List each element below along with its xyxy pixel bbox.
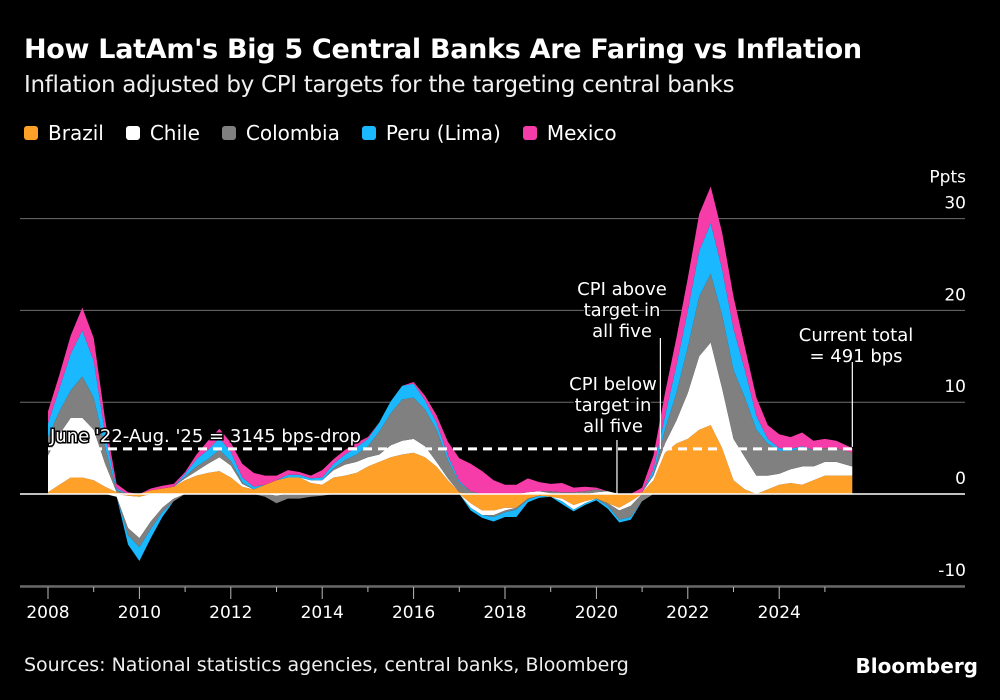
legend-swatch <box>24 126 38 140</box>
annotation-text: all five <box>583 416 643 437</box>
annotation-text: CPI below <box>569 374 657 395</box>
x-tick-label: 2020 <box>575 603 618 623</box>
y-unit-label: Ppts <box>929 168 966 188</box>
chart-subtitle: Inflation adjusted by CPI targets for th… <box>24 72 735 98</box>
legend-item-colombia: Colombia <box>221 121 340 145</box>
x-tick-label: 2010 <box>118 603 161 623</box>
legend-item-peru-lima: Peru (Lima) <box>361 121 501 145</box>
legend-swatch <box>361 126 376 140</box>
reference-line-label: June '22-Aug. '25 = 3145 bps-drop <box>49 426 361 447</box>
x-tick-label: 2024 <box>758 603 801 623</box>
legend: Brazil Chile Colombia Peru (Lima) Mexico <box>24 121 639 145</box>
y-tick-label: 20 <box>944 285 966 305</box>
legend-label: Mexico <box>546 121 617 145</box>
legend-item-mexico: Mexico <box>522 121 617 145</box>
y-tick-label: 30 <box>944 194 966 214</box>
source-note: Sources: National statistics agencies, c… <box>24 654 629 676</box>
area-brazil-negative <box>48 494 853 511</box>
legend-item-chile: Chile <box>125 121 200 145</box>
y-tick-label: -10 <box>938 561 966 581</box>
legend-label: Peru (Lima) <box>385 121 501 145</box>
y-tick-label: 10 <box>944 377 966 397</box>
annotation-text: all five <box>592 321 652 342</box>
annotation-text: Current total <box>799 325 914 346</box>
annotation-text: target in <box>584 300 661 321</box>
legend-swatch <box>125 126 140 140</box>
annotation-text: = 491 bps <box>809 346 902 367</box>
area-chile-positive <box>48 342 853 494</box>
annotation-text: target in <box>575 395 652 416</box>
area-colombia-positive <box>48 273 853 494</box>
legend-swatch <box>522 126 537 140</box>
legend-item-brazil: Brazil <box>24 121 104 145</box>
area-brazil-positive <box>48 425 853 494</box>
legend-label: Brazil <box>48 121 104 145</box>
legend-label: Colombia <box>245 121 340 145</box>
x-tick-label: 2014 <box>301 603 344 623</box>
legend-label: Chile <box>149 121 200 145</box>
x-tick-label: 2018 <box>483 603 526 623</box>
x-tick-label: 2012 <box>209 603 252 623</box>
x-tick-label: 2022 <box>666 603 709 623</box>
annotation-text: CPI above <box>577 279 667 300</box>
area-chile-negative <box>48 494 853 539</box>
chart-title: How LatAm's Big 5 Central Banks Are Fari… <box>24 34 862 65</box>
x-tick-label: 2016 <box>392 603 435 623</box>
y-tick-label: 0 <box>955 469 966 489</box>
x-tick-label: 2008 <box>26 603 69 623</box>
bloomberg-logo: Bloomberg <box>855 654 978 678</box>
legend-swatch <box>221 126 236 140</box>
